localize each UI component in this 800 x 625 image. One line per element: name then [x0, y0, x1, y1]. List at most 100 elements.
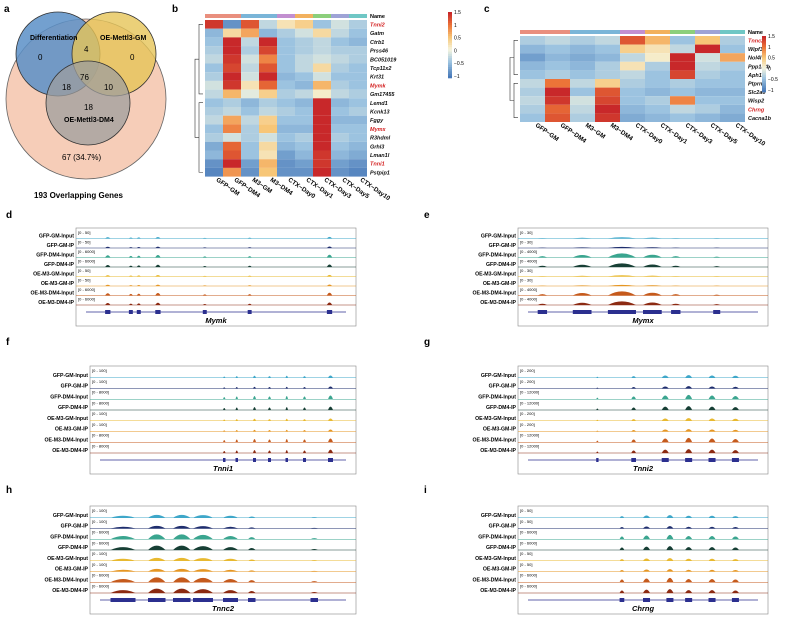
- track-label: OE-M3-DM4-Input: [472, 291, 516, 297]
- coverage-peak: [732, 430, 739, 432]
- coverage-peak: [248, 580, 256, 582]
- gene-name-label: Chrng: [632, 604, 654, 613]
- coverage-peak: [286, 439, 289, 442]
- heatmap-b-cell: [313, 37, 331, 46]
- heatmap-c-legend-swatch: [762, 53, 766, 55]
- coverage-peak: [620, 548, 625, 550]
- gene-model-exon: [223, 598, 238, 602]
- heatmap-b-legend-swatch: [448, 30, 452, 32]
- coverage-peak: [608, 247, 636, 248]
- coverage-peak: [248, 247, 252, 248]
- heatmap-b-cell: [331, 116, 349, 125]
- heatmap-b-group-bar: [259, 14, 277, 18]
- coverage-peak: [248, 570, 256, 571]
- heatmap-b-cell: [349, 20, 367, 29]
- heatmap-c-cell: [670, 113, 695, 122]
- heatmap-b-group-bar: [241, 14, 259, 18]
- coverage-peak: [596, 409, 598, 410]
- coverage-peak: [662, 438, 669, 442]
- coverage-peak: [286, 387, 289, 389]
- heatmap-c-gene-label: Cacna1b: [748, 116, 772, 122]
- heatmap-c-cell: [520, 70, 545, 79]
- heatmap-c-cell: [595, 96, 620, 105]
- coverage-peak: [111, 559, 136, 561]
- heatmap-c-cell: [595, 53, 620, 62]
- coverage-peak: [311, 571, 319, 572]
- coverage-peak: [253, 439, 256, 442]
- coverage-peak: [327, 265, 332, 267]
- heatmap-b-legend-tick: −0.5: [454, 61, 464, 67]
- heatmap-b-cell: [331, 29, 349, 38]
- heatmap-b-legend-swatch: [448, 54, 452, 57]
- track-label: OE-M3-DM4-Input: [472, 437, 516, 443]
- heatmap-b-cell: [349, 133, 367, 142]
- coverage-peak: [685, 590, 692, 593]
- coverage-peak: [253, 376, 256, 378]
- coverage-peak: [223, 419, 226, 420]
- heatmap-b-header: Name: [370, 14, 385, 20]
- coverage-peak: [328, 429, 333, 431]
- panel-label-h: h: [6, 485, 12, 496]
- gene-name-label: Mymk: [205, 316, 227, 325]
- heatmap-c-cell: [720, 70, 745, 79]
- heatmap-c-cell: [645, 79, 670, 88]
- heatmap-b-cell: [223, 81, 241, 90]
- heatmap-c-header: Name: [748, 30, 763, 36]
- heatmap-b-cell: [349, 55, 367, 64]
- coverage-peak: [328, 438, 333, 442]
- track-label: GFP-GM-Input: [481, 513, 516, 519]
- coverage-peak: [328, 375, 333, 377]
- coverage-peak: [327, 285, 332, 286]
- heatmap-c-cell: [545, 113, 570, 122]
- coverage-peak: [248, 591, 256, 593]
- genome-browser-panels: GFP-GM-Input[0 - 50]GFP-GM-IP[0 - 50]GFP…: [30, 228, 768, 614]
- heatmap-b-cell: [277, 72, 295, 81]
- track-range: [0 - 100]: [92, 551, 107, 556]
- track-range: [0 - 6000]: [92, 540, 109, 545]
- heatmap-c-cell: [620, 36, 645, 45]
- coverage-peak: [573, 303, 592, 305]
- coverage-peak: [685, 429, 692, 431]
- coverage-peak: [111, 527, 136, 529]
- coverage-peak: [732, 387, 739, 389]
- coverage-peak: [631, 408, 636, 410]
- coverage-peak: [236, 397, 239, 400]
- heatmap-b-group-bar: [349, 14, 367, 18]
- coverage-peak: [193, 569, 213, 571]
- heatmap-c-legend-swatch: [762, 79, 766, 81]
- coverage-peak: [666, 515, 673, 518]
- track-range: [0 - 4000]: [520, 249, 537, 254]
- coverage-peak: [732, 527, 739, 528]
- coverage-peak: [148, 577, 166, 582]
- coverage-peak: [248, 304, 252, 305]
- coverage-peak: [105, 293, 110, 295]
- heatmap-c-cell: [720, 96, 745, 105]
- gene-model-exon: [303, 458, 306, 462]
- heatmap-b-cell: [241, 37, 259, 46]
- heatmap-b-cell: [277, 151, 295, 160]
- coverage-peak: [573, 247, 592, 248]
- heatmap-c-cell: [545, 36, 570, 45]
- coverage-peak: [105, 255, 110, 257]
- heatmap-c-cell: [520, 113, 545, 122]
- track-range: [0 - 100]: [92, 519, 107, 524]
- heatmap-b-cell: [331, 98, 349, 107]
- coverage-peak: [713, 257, 720, 258]
- track-label: GFP-GM-IP: [489, 243, 517, 249]
- coverage-peak: [286, 396, 289, 399]
- gene-model-exon: [671, 310, 680, 314]
- coverage-peak: [666, 526, 673, 528]
- heatmap-b-cell: [313, 72, 331, 81]
- coverage-peak: [608, 263, 636, 267]
- coverage-peak: [105, 237, 110, 238]
- coverage-peak: [303, 440, 306, 443]
- gene-model-exon: [193, 598, 213, 602]
- coverage-peak: [608, 301, 636, 305]
- gene-model-exon: [596, 458, 598, 462]
- heatmap-b-cell: [259, 151, 277, 160]
- track-label: OE-M3-GM-Input: [33, 272, 74, 278]
- track-range: [0 - 8000]: [92, 443, 109, 448]
- track-label: GFP-GM-Input: [481, 234, 516, 240]
- heatmap-b-cell: [223, 133, 241, 142]
- gene-model-exon: [253, 458, 256, 462]
